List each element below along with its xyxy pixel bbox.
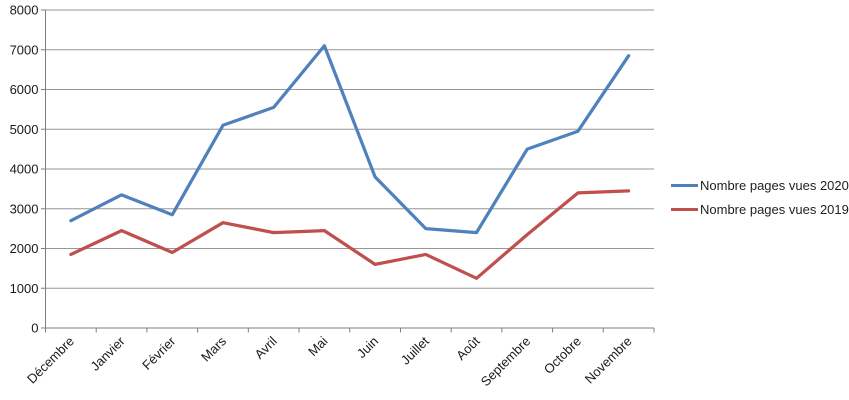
- x-axis-label: Janvier: [87, 333, 128, 374]
- y-axis-label: 5000: [10, 122, 39, 137]
- y-axis-label: 6000: [10, 82, 39, 97]
- series-line-2020[interactable]: [69, 44, 631, 235]
- y-axis-label: 8000: [10, 3, 39, 18]
- legend-line-sample-2020: [671, 184, 698, 187]
- x-axis-label: Septembre: [478, 334, 534, 390]
- y-axis-label: 1000: [10, 281, 39, 296]
- chart-legend: Nombre pages vues 2020 Nombre pages vues…: [671, 178, 849, 217]
- legend-item-2019[interactable]: Nombre pages vues 2019: [671, 202, 849, 217]
- legend-line-sample-2019: [671, 208, 698, 211]
- x-axis-label: Octobre: [541, 334, 584, 377]
- x-axis-label: Décembre: [24, 334, 77, 387]
- y-axis-label: 3000: [10, 201, 39, 216]
- series-line-2019[interactable]: [69, 189, 631, 280]
- y-axis-label: 7000: [10, 42, 39, 57]
- x-axis-label: Avril: [251, 333, 279, 361]
- x-axis-label: Février: [139, 333, 179, 373]
- x-axis-label: Mai: [305, 333, 330, 358]
- y-axis-label: 2000: [10, 241, 39, 256]
- legend-label-2020: Nombre pages vues 2020: [700, 178, 849, 193]
- legend-label-2019: Nombre pages vues 2019: [700, 202, 849, 217]
- x-axis-label: Novembre: [582, 334, 635, 387]
- x-axis-label: Mars: [198, 333, 229, 364]
- y-axis-label: 0: [31, 321, 38, 336]
- x-axis-label: Juillet: [398, 333, 432, 367]
- x-axis-label: Août: [453, 333, 483, 363]
- y-axis-label: 4000: [10, 162, 39, 177]
- legend-item-2020[interactable]: Nombre pages vues 2020: [671, 178, 849, 193]
- x-axis-label: Juin: [354, 334, 381, 361]
